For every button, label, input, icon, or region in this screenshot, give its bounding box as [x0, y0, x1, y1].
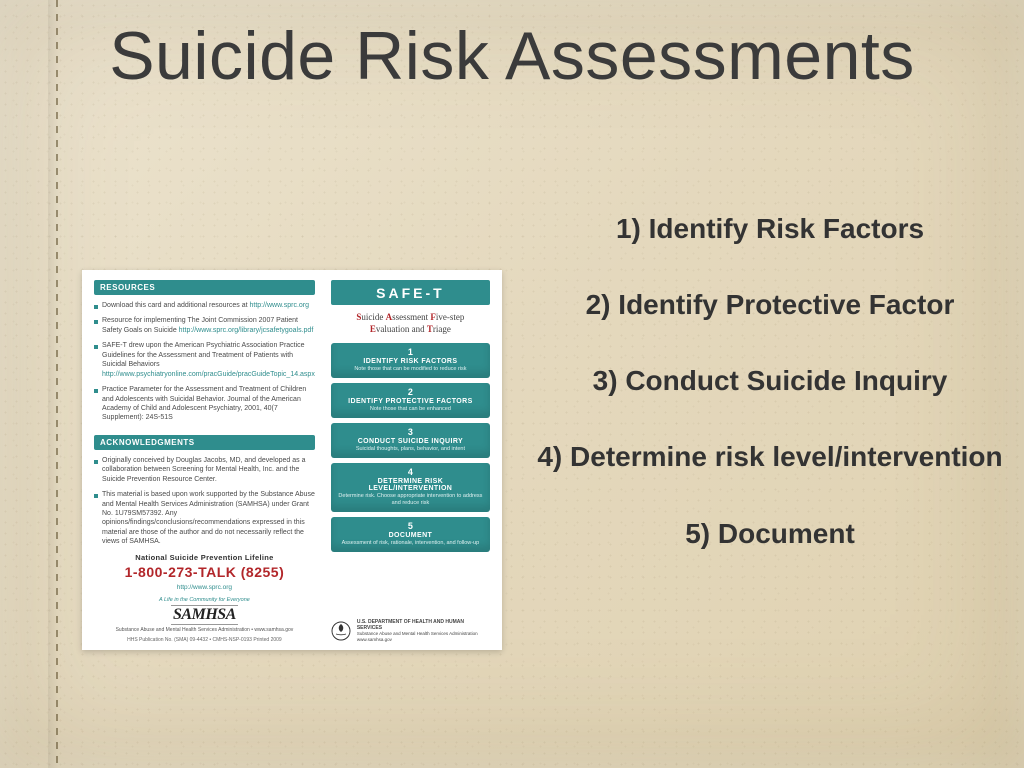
stitch-line	[56, 0, 58, 768]
safe-t-step: 4DETERMINE RISK LEVEL/INTERVENTIONDeterm…	[331, 463, 490, 512]
hhs-title: U.S. DEPARTMENT OF HEALTH AND HUMAN SERV…	[357, 619, 464, 631]
safe-t-card: RESOURCES Download this card and additio…	[82, 270, 502, 650]
resource-bullet: SAFE-T drew upon the American Psychiatri…	[94, 341, 315, 379]
list-item: 2) Identify Protective Factor	[520, 288, 1020, 322]
safe-t-banner: SAFE-T	[331, 280, 490, 305]
card-left-column: RESOURCES Download this card and additio…	[82, 270, 325, 650]
ack-header: ACKNOWLEDGMENTS	[94, 435, 315, 450]
lifeline-url: http://www.sprc.org	[94, 584, 315, 591]
samhsa-tagline: A Life in the Community for Everyone	[159, 597, 250, 603]
ack-bullet: This material is based upon work support…	[94, 490, 315, 547]
lifeline-label: National Suicide Prevention Lifeline	[94, 553, 315, 562]
list-item: 4) Determine risk level/intervention	[520, 440, 1020, 474]
samhsa-sub: Substance Abuse and Mental Health Servic…	[116, 627, 294, 633]
hhs-sub: Substance Abuse and Mental Health Servic…	[357, 631, 490, 642]
safe-t-step: 2IDENTIFY PROTECTIVE FACTORSNote those t…	[331, 383, 490, 418]
resource-bullet: Practice Parameter for the Assessment an…	[94, 385, 315, 423]
slide: Suicide Risk Assessments 1) Identify Ris…	[0, 0, 1024, 768]
resources-header: RESOURCES	[94, 280, 315, 295]
hhs-seal-icon	[331, 621, 351, 641]
lifeline-number: 1-800-273-TALK (8255)	[94, 564, 315, 580]
list-item: 3) Conduct Suicide Inquiry	[520, 364, 1020, 398]
safe-t-step: 5DOCUMENTAssessment of risk, rationale, …	[331, 517, 490, 552]
slide-title: Suicide Risk Assessments	[0, 18, 1024, 94]
card-footer: HHS Publication No. (SMA) 09-4432 • CMHS…	[94, 637, 315, 643]
samhsa-logo-block: A Life in the Community for Everyone SAM…	[94, 597, 315, 633]
safe-t-step: 3CONDUCT SUICIDE INQUIRYSuicidal thought…	[331, 423, 490, 458]
resource-bullet: Download this card and additional resour…	[94, 301, 315, 310]
steps-list: 1) Identify Risk Factors 2) Identify Pro…	[520, 212, 1020, 593]
resource-bullet: Resource for implementing The Joint Comm…	[94, 316, 315, 335]
ack-bullet: Originally conceived by Douglas Jacobs, …	[94, 456, 315, 484]
safe-t-steps: 1IDENTIFY RISK FACTORSNote those that ca…	[331, 343, 490, 551]
list-item: 5) Document	[520, 517, 1020, 551]
samhsa-logo: SAMHSA	[171, 605, 238, 625]
hhs-block: U.S. DEPARTMENT OF HEALTH AND HUMAN SERV…	[331, 613, 490, 642]
card-right-column: SAFE-T Suicide Assessment Five-step Eval…	[325, 270, 502, 650]
safe-t-step: 1IDENTIFY RISK FACTORSNote those that ca…	[331, 343, 490, 378]
safe-t-subtitle: Suicide Assessment Five-step Evaluation …	[356, 311, 464, 335]
lifeline-block: National Suicide Prevention Lifeline 1-8…	[94, 553, 315, 643]
list-item: 1) Identify Risk Factors	[520, 212, 1020, 246]
